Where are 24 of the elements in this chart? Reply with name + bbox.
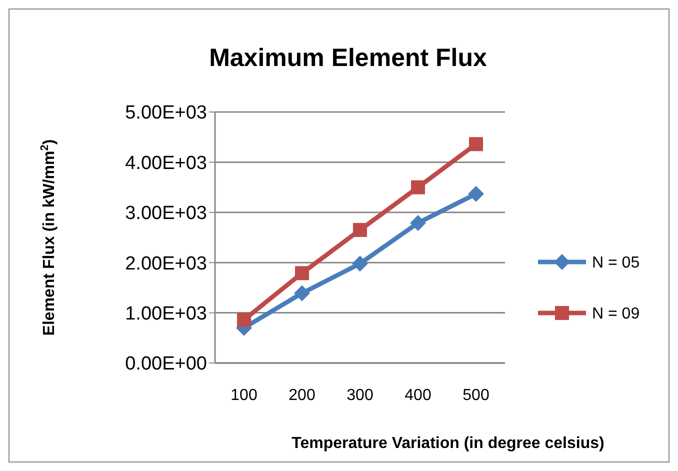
point [295,266,309,280]
x-tick-label: 200 [288,387,316,404]
point [294,285,310,302]
y-tick-label: 3.00E+03 [125,203,207,224]
x-tick-label: 400 [404,387,432,404]
y-tick-label: 0.00E+00 [125,354,207,375]
legend-label: N = 09 [592,306,640,323]
legend-label: N = 05 [592,254,640,272]
point [468,186,484,202]
x-tick-label: 300 [346,387,374,404]
y-tick-label: 4.00E+03 [125,152,207,174]
point [469,137,483,152]
x-tick-label: 500 [462,387,490,404]
y-tick-label: 1.00E+03 [125,303,207,324]
x-axis-title: Temperature Variation (in degree celsius) [292,435,604,452]
point [411,180,425,194]
point [352,256,368,272]
point [237,312,251,327]
y-tick-label: 5.00E+03 [125,102,207,124]
point [410,214,426,231]
x-tick-label: 100 [230,387,258,404]
y-tick-label: 2.00E+03 [125,253,207,274]
chart-title: Maximum Element Flux [209,44,488,72]
point [353,222,367,237]
